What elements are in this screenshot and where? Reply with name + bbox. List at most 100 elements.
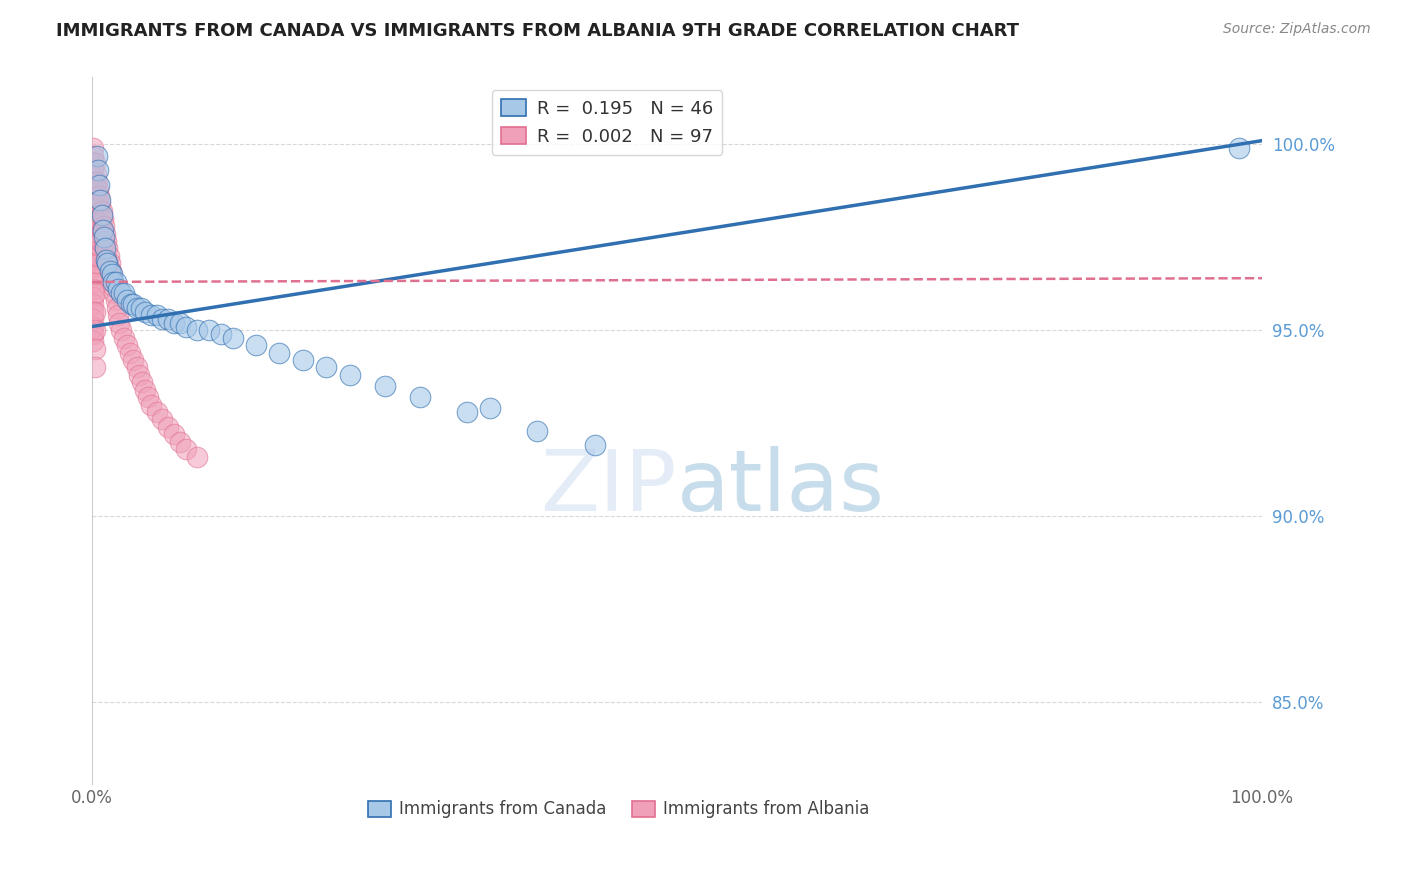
- Point: [82, 156, 104, 170]
- Text: atlas: atlas: [678, 446, 886, 529]
- Point: [83, 175, 105, 189]
- Point: [83, 268, 105, 282]
- Point: [97, 249, 120, 263]
- Point: [94, 227, 117, 241]
- Point: [103, 286, 125, 301]
- Point: [221, 331, 243, 345]
- Point: [96, 256, 118, 270]
- Point: [104, 293, 127, 308]
- Point: [125, 360, 148, 375]
- Point: [134, 304, 156, 318]
- Point: [82, 237, 104, 252]
- Point: [136, 390, 159, 404]
- Point: [101, 271, 124, 285]
- Point: [98, 264, 121, 278]
- Point: [83, 286, 105, 301]
- Point: [83, 230, 105, 244]
- Point: [86, 193, 108, 207]
- Point: [86, 211, 108, 226]
- Point: [83, 193, 105, 207]
- Point: [107, 282, 129, 296]
- Point: [84, 201, 107, 215]
- Point: [87, 237, 110, 252]
- Point: [374, 379, 396, 393]
- Point: [82, 215, 104, 229]
- Point: [82, 282, 104, 296]
- Point: [1227, 141, 1250, 155]
- Point: [96, 252, 118, 267]
- Text: ZIP: ZIP: [541, 446, 678, 529]
- Point: [315, 360, 337, 375]
- Point: [105, 301, 128, 315]
- Point: [83, 360, 105, 375]
- Point: [112, 286, 135, 301]
- Point: [107, 309, 129, 323]
- Point: [103, 278, 125, 293]
- Point: [134, 383, 156, 397]
- Point: [456, 405, 478, 419]
- Point: [339, 368, 361, 382]
- Point: [157, 312, 180, 326]
- Point: [82, 163, 104, 178]
- Point: [96, 234, 118, 248]
- Point: [108, 316, 131, 330]
- Point: [91, 223, 114, 237]
- Point: [82, 230, 104, 244]
- Point: [118, 345, 141, 359]
- Point: [117, 293, 139, 308]
- Text: IMMIGRANTS FROM CANADA VS IMMIGRANTS FROM ALBANIA 9TH GRADE CORRELATION CHART: IMMIGRANTS FROM CANADA VS IMMIGRANTS FRO…: [56, 22, 1019, 40]
- Point: [82, 297, 104, 311]
- Point: [82, 245, 104, 260]
- Point: [87, 182, 110, 196]
- Point: [82, 326, 104, 341]
- Point: [82, 304, 104, 318]
- Point: [82, 141, 104, 155]
- Point: [198, 323, 221, 337]
- Point: [120, 297, 142, 311]
- Point: [94, 242, 117, 256]
- Point: [131, 376, 153, 390]
- Point: [103, 275, 125, 289]
- Point: [84, 167, 107, 181]
- Point: [163, 316, 186, 330]
- Point: [87, 219, 110, 234]
- Point: [90, 204, 112, 219]
- Point: [93, 230, 115, 244]
- Point: [139, 398, 162, 412]
- Point: [83, 249, 105, 263]
- Point: [86, 175, 108, 189]
- Point: [96, 252, 118, 267]
- Point: [82, 252, 104, 267]
- Point: [157, 420, 180, 434]
- Point: [82, 319, 104, 334]
- Point: [169, 316, 191, 330]
- Point: [101, 268, 124, 282]
- Point: [82, 260, 104, 274]
- Point: [93, 237, 115, 252]
- Point: [145, 405, 167, 419]
- Point: [112, 331, 135, 345]
- Point: [82, 312, 104, 326]
- Point: [125, 301, 148, 315]
- Point: [82, 170, 104, 185]
- Point: [122, 297, 145, 311]
- Point: [82, 334, 104, 349]
- Point: [150, 412, 173, 426]
- Point: [82, 201, 104, 215]
- Point: [87, 201, 110, 215]
- Point: [84, 256, 107, 270]
- Point: [83, 304, 105, 318]
- Point: [82, 193, 104, 207]
- Point: [478, 401, 501, 416]
- Point: [82, 268, 104, 282]
- Point: [89, 234, 111, 248]
- Point: [583, 438, 606, 452]
- Point: [84, 237, 107, 252]
- Point: [84, 182, 107, 196]
- Point: [89, 197, 111, 211]
- Point: [110, 323, 132, 337]
- Point: [91, 211, 114, 226]
- Point: [82, 178, 104, 193]
- Point: [86, 249, 108, 263]
- Point: [128, 368, 150, 382]
